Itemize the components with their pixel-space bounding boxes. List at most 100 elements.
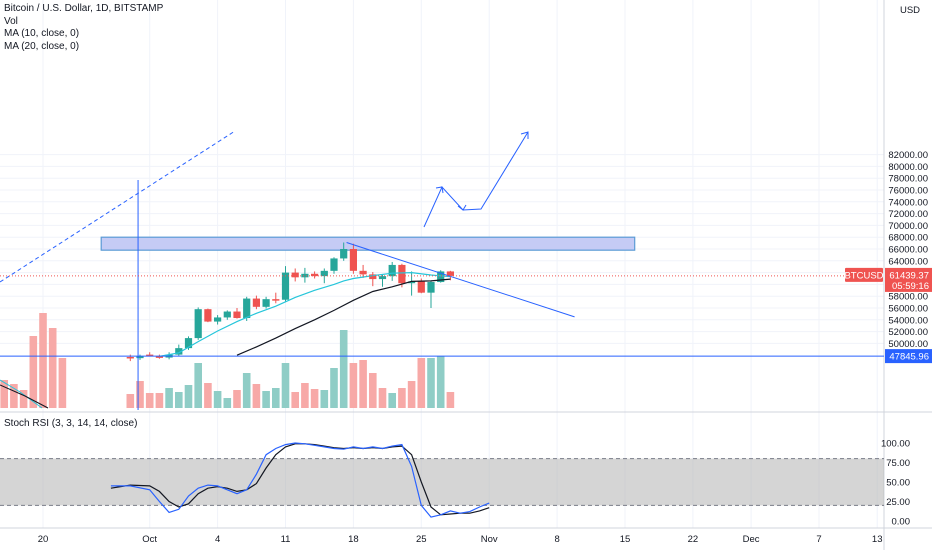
price-tick-label: 72000.00 xyxy=(888,209,928,220)
volume-bar xyxy=(242,373,251,408)
volume-bar xyxy=(291,392,299,408)
volume-bar xyxy=(398,388,406,408)
rsi-tick-label: 25.00 xyxy=(886,497,910,508)
drawings[interactable] xyxy=(0,130,884,410)
descending-trendline xyxy=(346,242,575,318)
candle-body xyxy=(388,264,396,277)
candle-body xyxy=(243,298,251,319)
legend-ma10[interactable]: MA (10, close, 0) xyxy=(4,28,80,39)
ma20-tail xyxy=(0,384,49,409)
volume-bar xyxy=(58,358,67,408)
time-tick-label: Nov xyxy=(481,534,498,545)
time-tick-label: 13 xyxy=(872,534,883,545)
price-tick-label: 68000.00 xyxy=(888,233,928,244)
candle-body xyxy=(340,249,348,259)
candle-body xyxy=(252,298,260,307)
price-badge-text: 61439.37 xyxy=(889,270,929,281)
price-tick-label: 58000.00 xyxy=(888,292,928,303)
arrow-head-icon xyxy=(435,186,444,194)
time-tick-label: 11 xyxy=(281,534,291,545)
price-tick-label: 64000.00 xyxy=(888,256,928,267)
rsi-tick-label: 50.00 xyxy=(886,478,910,489)
candle-body xyxy=(204,309,212,322)
volume-bar xyxy=(436,356,445,408)
time-tick-label: 8 xyxy=(554,534,559,545)
rsi-tick-label: 75.00 xyxy=(886,458,910,469)
candle-body xyxy=(427,282,435,293)
volume-bar xyxy=(0,380,8,408)
candle-body xyxy=(136,356,144,359)
candle-body xyxy=(175,348,183,355)
time-tick-label: Dec xyxy=(743,534,760,545)
legend-vol[interactable]: Vol xyxy=(4,15,18,27)
candle-body xyxy=(146,354,154,357)
volume-bar xyxy=(427,358,435,408)
rsi-band xyxy=(0,458,884,506)
arrow-head-icon xyxy=(520,131,529,139)
volume-bar xyxy=(369,373,377,408)
price-tick-label: 76000.00 xyxy=(888,186,928,197)
volume-bar xyxy=(126,394,135,408)
candle-body xyxy=(184,338,193,349)
volume-bar xyxy=(184,385,193,408)
ma20-line xyxy=(236,278,451,356)
volume-bar xyxy=(194,363,202,408)
symbol-badge xyxy=(845,267,883,282)
candle-body xyxy=(223,311,231,318)
rsi-tick-label: 100.00 xyxy=(881,439,910,450)
candle-body xyxy=(281,272,290,300)
time-tick-label: 20 xyxy=(38,534,49,545)
volume-bar xyxy=(204,383,212,408)
legend-ma20[interactable]: MA (20, close, 0) xyxy=(4,40,80,52)
candle-body xyxy=(320,270,328,277)
symbol-line[interactable]: Bitcoin / U.S. Dollar, 1D, BITSTAMP xyxy=(4,3,164,14)
stoch-rsi-title[interactable]: Stoch RSI (3, 3, 14, 14, close) xyxy=(4,418,138,429)
time-tick-label: 4 xyxy=(215,534,220,545)
chart-legend: Bitcoin / U.S. Dollar, 1D, BITSTAMP Vol … xyxy=(4,3,163,53)
volume-bar xyxy=(330,368,338,408)
volume-bar xyxy=(378,388,387,408)
volume-bar xyxy=(272,388,280,408)
volume-bar xyxy=(136,381,144,408)
candle-body xyxy=(262,299,270,307)
candle-body xyxy=(214,317,222,322)
currency-label: USD xyxy=(900,5,920,16)
price-tick-label: 50000.00 xyxy=(888,339,928,350)
volume-bar xyxy=(349,363,358,408)
stoch-rsi-pane xyxy=(0,442,884,518)
candle-body xyxy=(408,281,416,284)
candle-body xyxy=(417,281,425,293)
volume-bar xyxy=(19,390,28,408)
price-tick-label: 74000.00 xyxy=(888,197,928,208)
candles xyxy=(126,242,454,362)
price-tick-label: 56000.00 xyxy=(888,304,928,315)
candle-body xyxy=(155,356,163,358)
volume-bar xyxy=(417,358,426,408)
price-tick-label: 52000.00 xyxy=(888,327,928,338)
volume-bar xyxy=(10,384,18,408)
volume-bar xyxy=(252,384,261,408)
volume-bar xyxy=(213,391,222,408)
resistance-zone[interactable] xyxy=(100,236,636,251)
volume-bar xyxy=(29,336,38,408)
arrow-head-icon xyxy=(457,204,467,211)
volume-bar xyxy=(446,392,455,408)
countdown-text: 05:59:16 xyxy=(892,281,929,292)
candle-body xyxy=(301,273,309,278)
price-tick-label: 70000.00 xyxy=(888,221,928,232)
volume-bar xyxy=(39,313,47,408)
candle-body xyxy=(369,274,377,280)
candle-body xyxy=(272,299,280,301)
rsi-k-line xyxy=(110,442,490,518)
price-tick-label: 82000.00 xyxy=(888,150,928,161)
time-tick-label: 15 xyxy=(620,534,631,545)
candle-body xyxy=(349,249,357,271)
price-tick-label: 54000.00 xyxy=(888,315,928,326)
volume-bar xyxy=(310,389,319,408)
volume-bar xyxy=(155,393,164,408)
volume-bar xyxy=(233,390,241,408)
volume-bar xyxy=(281,363,290,408)
candle-body xyxy=(359,270,367,275)
